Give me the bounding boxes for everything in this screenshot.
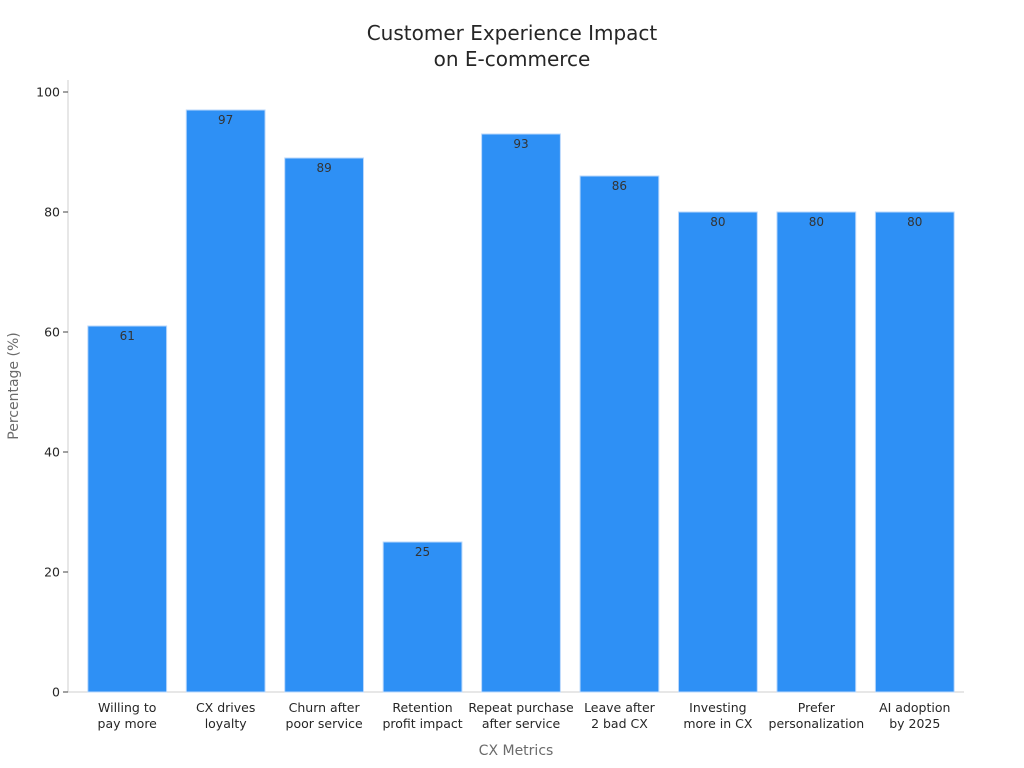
y-tick-label: 60 [44, 325, 60, 340]
bars [87, 109, 955, 693]
x-axis-label: CX Metrics [479, 743, 554, 759]
x-category-label: Churn after [289, 700, 361, 715]
bar-value-label: 61 [120, 329, 135, 343]
x-category-label: 2 bad CX [591, 716, 648, 731]
bar [382, 541, 463, 693]
chart-title-line-2: on E-commerce [434, 47, 591, 71]
bar-value-label: 80 [809, 215, 824, 229]
bar [678, 211, 758, 693]
y-tick-label: 80 [44, 205, 60, 220]
x-category-label: profit impact [382, 716, 462, 731]
y-axis-label: Percentage (%) [6, 332, 22, 439]
x-category-label: Prefer [798, 700, 836, 715]
y-tick-label: 40 [44, 445, 60, 460]
bar-value-labels: 61 97 89 25 93 86 80 80 80 [120, 113, 923, 559]
x-category-label: by 2025 [889, 716, 940, 731]
x-category-label: more in CX [683, 716, 752, 731]
bar-value-label: 25 [415, 545, 430, 559]
bar [776, 211, 857, 693]
bar [87, 325, 168, 693]
x-category-label: personalization [769, 716, 865, 731]
x-category-label: Retention [392, 700, 452, 715]
x-category-label: Investing [689, 700, 746, 715]
x-category-label: CX drives [196, 700, 255, 715]
x-category-label: after service [482, 716, 561, 731]
bar [874, 211, 955, 693]
bar-value-label: 86 [612, 179, 627, 193]
x-category-label: AI adoption [879, 700, 950, 715]
bar [579, 175, 660, 693]
x-category-label: Willing to [98, 700, 156, 715]
x-category-label: loyalty [205, 716, 248, 731]
bar [284, 157, 364, 693]
x-category-label: poor service [286, 716, 363, 731]
y-tick-label: 20 [44, 565, 60, 580]
bar [185, 109, 266, 693]
y-axis-ticks: 0 20 40 60 80 100 [36, 85, 68, 700]
bar-value-label: 89 [316, 161, 331, 175]
bar-value-label: 80 [710, 215, 725, 229]
x-category-label: pay more [98, 716, 158, 731]
chart-title-line-1: Customer Experience Impact [367, 21, 658, 45]
y-tick-label: 0 [52, 685, 60, 700]
y-tick-label: 100 [36, 85, 60, 100]
bar-value-label: 80 [907, 215, 922, 229]
bar [481, 133, 561, 693]
bar-value-label: 97 [218, 113, 233, 127]
bar-value-label: 93 [513, 137, 528, 151]
x-category-label: Leave after [584, 700, 656, 715]
x-category-label: Repeat purchase [468, 700, 574, 715]
